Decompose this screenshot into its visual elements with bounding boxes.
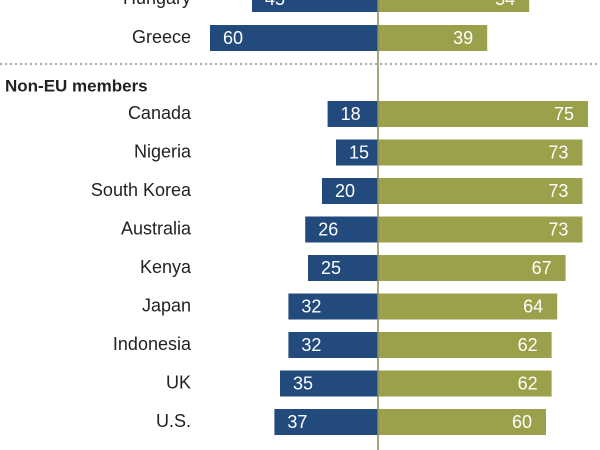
bar-right [378, 409, 546, 435]
category-label: UK [166, 372, 191, 392]
section-label: Non-EU members [5, 76, 148, 95]
category-label: Indonesia [113, 334, 192, 354]
bar-right [378, 25, 488, 51]
category-label: Nigeria [134, 141, 192, 161]
value-label: 54 [495, 0, 515, 9]
value-label: 73 [548, 219, 568, 239]
bar-left [288, 332, 378, 358]
value-label: 35 [293, 373, 313, 393]
value-label: 60 [512, 412, 532, 432]
bar-right [378, 178, 583, 204]
value-label: 37 [287, 412, 307, 432]
value-label: 32 [301, 296, 321, 316]
value-label: 67 [532, 258, 552, 278]
bar-right [378, 139, 583, 166]
value-label: 64 [523, 296, 543, 316]
bar-left [308, 255, 378, 281]
bar-right [378, 370, 552, 397]
value-label: 26 [318, 219, 338, 239]
bar-right [378, 216, 583, 243]
category-label: U.S. [156, 411, 191, 431]
value-label: 25 [321, 258, 341, 278]
bar-left [336, 139, 378, 166]
value-label: 32 [301, 335, 321, 355]
bar-left [305, 216, 378, 243]
category-label: Canada [128, 103, 192, 123]
value-label: 39 [453, 28, 473, 48]
bar-right [378, 101, 588, 127]
bar-left [288, 293, 378, 320]
category-label: Japan [142, 295, 191, 315]
value-label: 73 [548, 181, 568, 201]
value-label: 62 [518, 335, 538, 355]
category-label: Australia [121, 218, 192, 238]
category-label: Greece [132, 27, 191, 47]
bar-left [280, 370, 378, 397]
value-label: 60 [223, 28, 243, 48]
value-label: 62 [518, 373, 538, 393]
bar-right [378, 332, 552, 358]
bar-right [378, 255, 566, 281]
bar-left [210, 25, 378, 51]
bar-left [322, 178, 378, 204]
category-label: South Korea [91, 180, 192, 200]
bar-left [327, 101, 378, 127]
value-label: 75 [554, 104, 574, 124]
value-label: 73 [548, 142, 568, 162]
category-label: Kenya [140, 257, 192, 277]
category-label: Hungary [123, 0, 191, 8]
bar-left [274, 409, 378, 435]
value-label: 18 [341, 104, 361, 124]
value-label: 45 [265, 0, 285, 9]
value-label: 20 [335, 181, 355, 201]
bar-right [378, 0, 530, 12]
bar-left [252, 0, 378, 12]
bar-right [378, 293, 558, 320]
value-label: 15 [349, 142, 369, 162]
